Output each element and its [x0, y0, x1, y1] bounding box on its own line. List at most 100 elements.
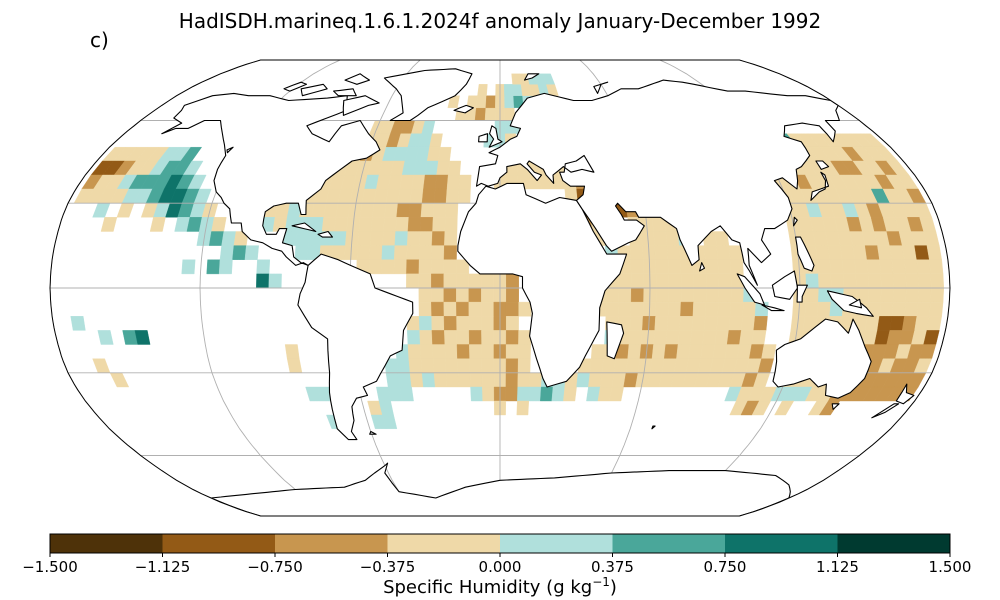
anomaly-cell	[406, 273, 420, 289]
anomaly-cell	[383, 217, 397, 232]
anomaly-cell	[92, 203, 111, 218]
anomaly-cell	[742, 301, 757, 317]
anomaly-cell	[505, 344, 519, 359]
land-mass	[699, 262, 706, 272]
anomaly-cell	[630, 301, 644, 317]
anomaly-cell	[284, 344, 300, 359]
anomaly-cell	[149, 217, 166, 232]
anomaly-cell	[70, 316, 86, 331]
anomaly-cell	[468, 301, 482, 317]
anomaly-cell	[690, 330, 705, 345]
anomaly-cell	[867, 287, 882, 303]
anomaly-cell	[904, 259, 919, 275]
anomaly-cell	[431, 273, 444, 289]
anomaly-cell	[891, 301, 906, 317]
anomaly-cell	[517, 344, 531, 359]
anomaly-cell	[830, 273, 845, 289]
anomaly-cell	[688, 344, 703, 359]
anomaly-cell	[418, 316, 433, 331]
anomaly-cell	[444, 231, 458, 246]
anomaly-cell	[323, 203, 339, 218]
colorbar-label-exponent: −1	[592, 575, 610, 589]
anomaly-cell	[418, 259, 432, 275]
anomaly-cell	[445, 358, 459, 373]
anomaly-cell	[877, 316, 893, 331]
anomaly-cell	[431, 316, 445, 331]
anomaly-cell	[717, 259, 732, 275]
anomaly-cell	[444, 217, 458, 232]
anomaly-cell	[109, 372, 130, 388]
anomaly-cell	[516, 400, 530, 416]
anomaly-cell	[703, 245, 718, 260]
anomaly-cell	[431, 231, 446, 246]
land-mass	[333, 88, 357, 97]
anomaly-cell	[703, 316, 718, 331]
anomaly-cell	[457, 188, 471, 204]
anomaly-cell	[385, 372, 401, 388]
anomaly-cell	[666, 316, 681, 331]
anomaly-cell	[692, 301, 707, 317]
anomaly-cell	[406, 245, 420, 260]
anomaly-cell	[805, 273, 820, 289]
anomaly-cell	[655, 273, 670, 289]
anomaly-cell	[867, 273, 882, 289]
anomaly-cell	[676, 344, 691, 359]
anomaly-cell	[321, 217, 337, 232]
anomaly-cell	[880, 287, 895, 303]
anomaly-cell	[892, 287, 907, 303]
anomaly-cell	[481, 316, 494, 331]
anomaly-cell	[677, 330, 693, 345]
anomaly-cell	[880, 273, 895, 289]
anomaly-cell	[444, 344, 458, 359]
anomaly-cell	[443, 287, 457, 303]
land-mass	[593, 81, 609, 94]
anomaly-cell	[232, 245, 247, 260]
anomaly-cell	[668, 273, 682, 289]
anomaly-cell	[651, 344, 666, 359]
anomaly-cell	[655, 301, 669, 317]
land-mass	[793, 216, 798, 227]
land-mass	[488, 125, 503, 148]
anomaly-cell	[447, 160, 462, 176]
colorbar-tick-label: −0.375	[359, 558, 416, 576]
anomaly-cell	[654, 316, 669, 331]
anomaly-cell	[421, 372, 436, 388]
anomaly-cell	[505, 386, 518, 402]
anomaly-cell	[481, 344, 495, 359]
anomaly-cell	[481, 372, 495, 388]
anomaly-cell	[751, 400, 772, 416]
anomaly-cell	[505, 273, 520, 289]
anomaly-cell	[618, 287, 632, 303]
anomaly-cell	[729, 301, 744, 317]
anomaly-cell	[892, 273, 907, 289]
anomaly-cell	[517, 386, 530, 402]
anomaly-cell	[599, 372, 615, 388]
land-mass	[831, 403, 840, 410]
anomaly-cell	[418, 245, 433, 260]
colorbar-segment	[50, 534, 163, 553]
land-mass	[283, 81, 308, 92]
anomaly-cell	[877, 245, 893, 260]
anomaly-cell	[468, 330, 482, 345]
anomaly-cell	[432, 217, 446, 232]
anomaly-cell	[381, 259, 395, 275]
anomaly-cell	[286, 358, 303, 373]
anomaly-cell	[394, 231, 409, 246]
anomaly-cell	[244, 245, 259, 260]
anomaly-cell	[426, 147, 441, 162]
anomaly-cell	[929, 301, 944, 317]
anomaly-cell	[411, 174, 426, 190]
anomaly-cell	[712, 344, 728, 359]
colorbar-tick-label: 0.750	[703, 558, 747, 576]
anomaly-cell	[517, 358, 531, 373]
land-mass	[478, 133, 489, 143]
anomaly-cell	[457, 358, 471, 373]
anomaly-cell	[889, 316, 905, 331]
anomaly-cell	[221, 231, 237, 246]
anomaly-cell	[576, 372, 591, 388]
anomaly-cell	[506, 316, 519, 331]
anomaly-cell	[618, 273, 632, 289]
anomaly-cell	[432, 358, 447, 373]
anomaly-cell	[852, 245, 868, 260]
anomaly-cell	[753, 316, 768, 331]
